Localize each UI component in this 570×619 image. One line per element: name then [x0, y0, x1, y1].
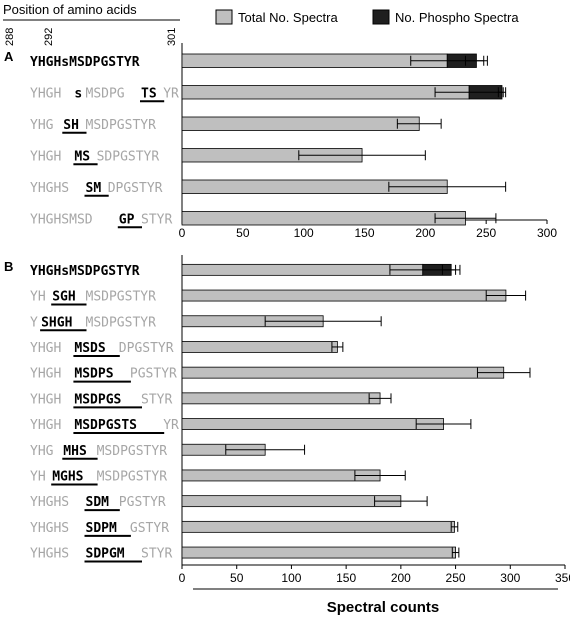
panel-b-mutated-residues: MSDPGS	[74, 392, 121, 407]
panel-a-xtick-label: 200	[415, 226, 435, 240]
legend-label-total: Total No. Spectra	[238, 10, 338, 25]
panel-b-sequence-segment: YHGHsMSDPGSTYR	[30, 264, 140, 279]
panel-b-bar-total	[181, 520, 455, 533]
position-label: Position of amino acids	[3, 2, 137, 17]
panel-b-mutated-residues: SDPGM	[86, 547, 125, 562]
panel-a-sequence-segment: YHG	[30, 118, 54, 133]
pos-tick-288: 288	[4, 28, 16, 46]
legend-swatch-total	[215, 9, 233, 25]
panel-b-sequence-segment: DPGSTYR	[119, 341, 174, 356]
panel-b-sequence-segment: YHGHS	[30, 495, 69, 510]
panel-a-sequence-segment: YHGHsMSDPGSTYR	[30, 55, 140, 70]
panel-b-sequence-segment: PGSTYR	[119, 495, 166, 510]
panel-b-sequence-segment: PGSTYR	[130, 367, 177, 382]
panel-b-bar-total	[181, 546, 456, 559]
panel-b-sequence-segment: YHGH	[30, 367, 61, 382]
panel-a-xtick-label: 150	[354, 226, 374, 240]
panel-b-bar-total	[181, 469, 381, 482]
panel-b-mutated-residues: MHS	[63, 444, 87, 459]
panel-b-bar-total	[181, 392, 381, 405]
pos-tick-301: 301	[166, 28, 178, 46]
panel-b-sequence-segment: MSDPGSTYR	[97, 469, 168, 484]
panel-b-bar-total	[181, 263, 424, 276]
panel-b-xtick-label: 150	[336, 571, 356, 585]
panel-b-sequence-segment: YHGH	[30, 392, 61, 407]
panel-b-mutated-residues: SGH	[52, 290, 75, 305]
panel-a-sequence-segment: STYR	[141, 212, 172, 227]
panel-b-sequence-segment: Y	[30, 315, 38, 330]
panel-a-mutated-residues: SM	[86, 181, 102, 196]
legend-swatch-phospho	[372, 9, 390, 25]
panel-b-sequence-segment: YHG	[30, 444, 54, 459]
panel-b-bar-total	[181, 289, 507, 302]
panel-b-mutated-residues: MGHS	[52, 469, 83, 484]
xaxis-label: Spectral counts	[327, 599, 440, 616]
panel-b-sequence-segment: YHGH	[30, 341, 61, 356]
panel-b-xtick-label: 50	[230, 571, 244, 585]
panel-a-xtick-label: 0	[179, 226, 186, 240]
panel-b-mutated-residues: MSDS	[74, 341, 105, 356]
panel-a-sequence-segment: SDPGSTYR	[97, 149, 160, 164]
panel-a-bar-total	[181, 211, 466, 226]
panel-b-xtick-label: 250	[446, 571, 466, 585]
panel-a-sequence-segment: YHGHSMSD	[30, 212, 93, 227]
panel-a-bar-total	[181, 85, 470, 100]
panel-b-sequence-segment: YH	[30, 469, 46, 484]
panel-b-bar-total	[181, 495, 402, 508]
panel-b-xtick-label: 300	[500, 571, 520, 585]
panel-a-xtick-label: 50	[236, 226, 250, 240]
panel-label-a: A	[4, 49, 14, 64]
panel-a-sequence-segment: MSDPGSTYR	[86, 118, 157, 133]
panel-a-sequence-segment: YHGHS	[30, 181, 69, 196]
panel-b: 0 50 100 150 200 250 300 350 YHGHsMSDPGSTYR YH SGH…	[30, 255, 570, 585]
panel-a-mutated-residues: MS	[74, 149, 90, 164]
panel-a-sequence-segment: DPGSTYR	[108, 181, 163, 196]
panel-b-sequence-segment: GSTYR	[130, 521, 169, 536]
panel-b-mutated-residues: MSDPGSTS	[74, 418, 137, 433]
panel-b-sequence-segment: YHGHS	[30, 547, 69, 562]
panel-a-bar-total	[181, 116, 420, 131]
panel-a-mutated-residues: SH	[63, 118, 79, 133]
panel-a-sequence-segment: YR	[163, 86, 179, 101]
panel-b-xtick-label: 350	[555, 571, 570, 585]
panel-b-bar-total	[181, 418, 444, 430]
panel-b-bar-total	[181, 366, 505, 379]
panel-b-sequence-segment: MSDPGSTYR	[97, 444, 168, 459]
panel-b-mutated-residues: SHGH	[41, 315, 72, 330]
panel-a-mutated-residues: GP	[119, 212, 135, 227]
panel-a-mutated-residues: TS	[141, 86, 157, 101]
panel-label-b: B	[4, 259, 13, 274]
panel-b-mutated-residues: MSDPS	[74, 367, 113, 382]
panel-a-bar-total	[181, 53, 448, 68]
panel-a-sequence-segment: YHGH	[30, 86, 61, 101]
panel-b-xtick-label: 100	[281, 571, 301, 585]
panel-b-xtick-label: 0	[179, 571, 186, 585]
pos-tick-292: 292	[43, 28, 55, 46]
panel-b-sequence-segment: STYR	[141, 547, 172, 562]
panel-a-xtick-label: 300	[537, 226, 557, 240]
panel-a-sequence-segment: YHGH	[30, 149, 61, 164]
panel-b-sequence-segment: YH	[30, 290, 46, 305]
panel-b-mutated-residues: SDPM	[86, 521, 117, 536]
panel-b-sequence-segment: YHGH	[30, 418, 61, 433]
panel-a-xtick-label: 250	[476, 226, 496, 240]
panel-a-sequence-segment: MSDPG	[86, 86, 125, 101]
panel-b-sequence-segment: YR	[163, 418, 179, 433]
panel-a-sequence-segment: s	[74, 86, 82, 101]
legend-label-phospho: No. Phospho Spectra	[395, 10, 519, 25]
panel-b-mutated-residues: SDM	[86, 495, 110, 510]
panel-b-sequence-segment: MSDPGSTYR	[86, 290, 157, 305]
panel-b-sequence-segment: STYR	[141, 392, 172, 407]
panel-b-bar-total	[181, 341, 338, 353]
panel-b-sequence-segment: YHGHS	[30, 521, 69, 536]
panel-b-sequence-segment: MSDPGSTYR	[86, 315, 157, 330]
panel-b-xtick-label: 200	[391, 571, 411, 585]
panel-a-xtick-label: 100	[294, 226, 314, 240]
